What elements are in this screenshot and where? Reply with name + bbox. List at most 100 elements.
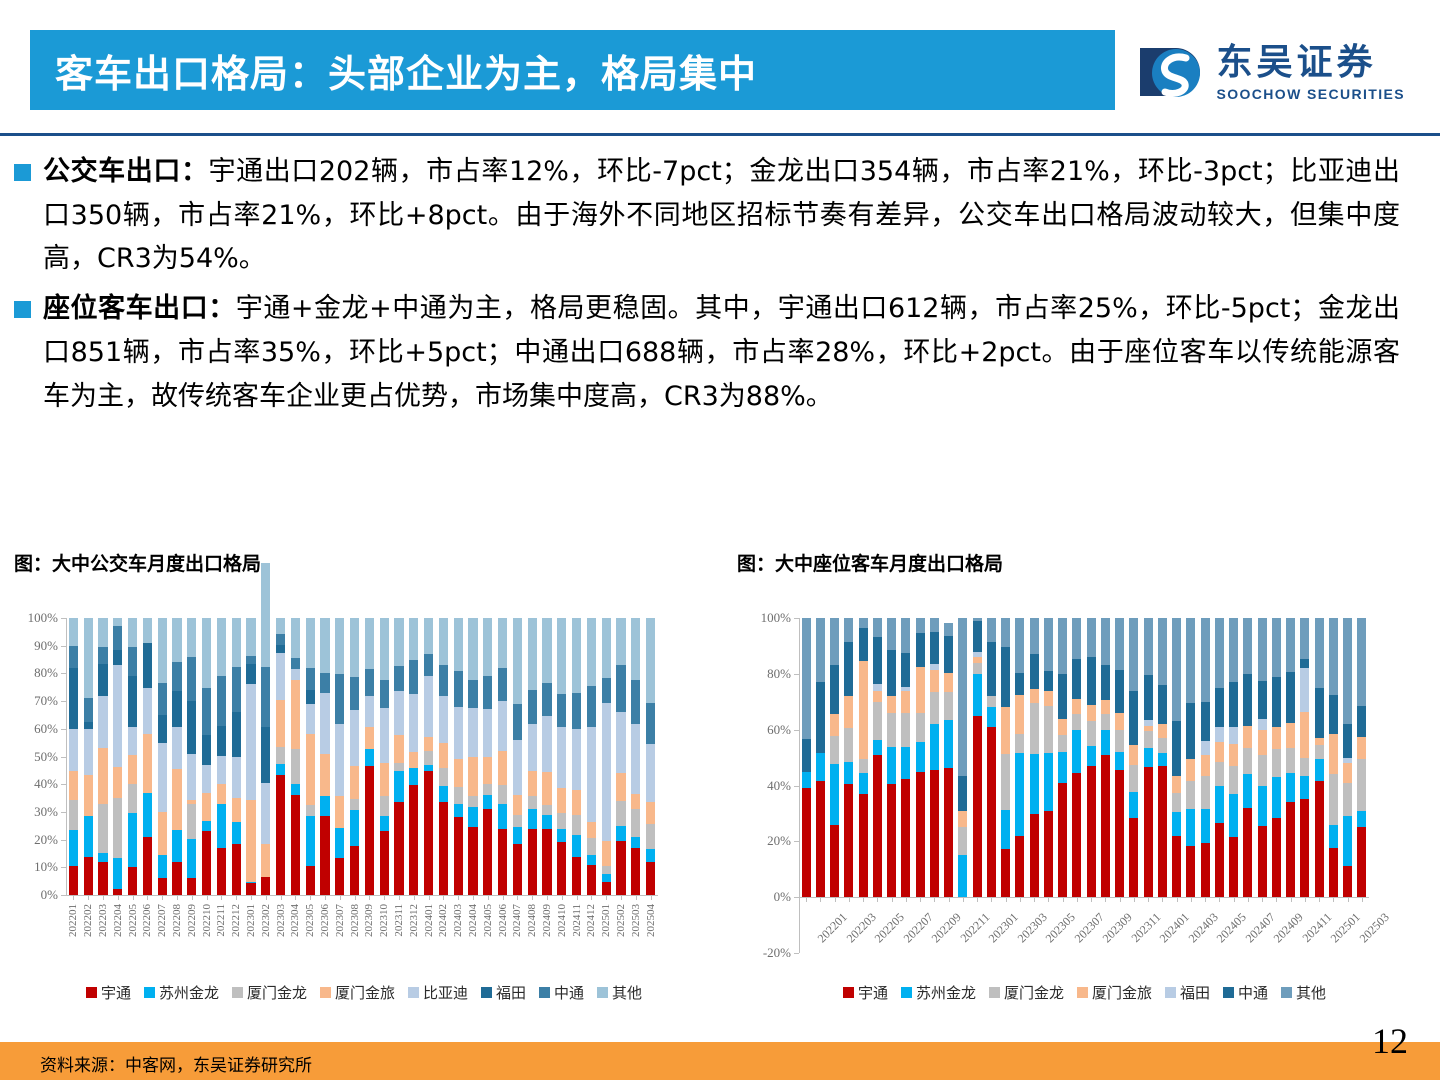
bar-column[interactable] xyxy=(1172,618,1182,898)
bar-column[interactable] xyxy=(438,618,448,895)
bar-column[interactable] xyxy=(290,618,300,895)
legend-item[interactable]: 比亚迪 xyxy=(408,982,468,1003)
legend-item[interactable]: 福田 xyxy=(481,982,526,1003)
bar-column[interactable] xyxy=(527,618,537,895)
bar-column[interactable] xyxy=(1314,618,1324,898)
bar-column[interactable] xyxy=(872,618,882,898)
bar-column[interactable] xyxy=(128,618,138,895)
bar-column[interactable] xyxy=(142,618,152,895)
legend-item[interactable]: 其他 xyxy=(1281,982,1326,1003)
legend-item[interactable]: 苏州金龙 xyxy=(143,982,219,1003)
bar-column[interactable] xyxy=(986,618,996,898)
bar-column[interactable] xyxy=(1243,618,1253,898)
bar-column[interactable] xyxy=(1015,618,1025,898)
legend-item[interactable]: 中通 xyxy=(1223,982,1268,1003)
bar-column[interactable] xyxy=(1257,618,1267,898)
bar-column[interactable] xyxy=(646,618,656,895)
bar-column[interactable] xyxy=(216,618,226,895)
bar-column[interactable] xyxy=(616,618,626,895)
bar-column[interactable] xyxy=(601,618,611,895)
bar-column[interactable] xyxy=(915,618,925,898)
bar-column[interactable] xyxy=(557,618,567,895)
bar-column[interactable] xyxy=(901,618,911,898)
bar-segment xyxy=(290,783,300,796)
legend-item[interactable]: 厦门金龙 xyxy=(231,982,307,1003)
bar-column[interactable] xyxy=(1286,618,1296,898)
legend-item[interactable]: 其他 xyxy=(597,982,642,1003)
bar-column[interactable] xyxy=(320,618,330,895)
bar-column[interactable] xyxy=(1143,618,1153,898)
bar-column[interactable] xyxy=(1229,618,1239,898)
bar-column[interactable] xyxy=(409,618,419,895)
x-axis-tick xyxy=(413,895,415,900)
bar-column[interactable] xyxy=(498,618,508,895)
legend-item[interactable]: 苏州金龙 xyxy=(900,982,976,1003)
bar-column[interactable] xyxy=(1271,618,1281,898)
bar-column[interactable] xyxy=(364,618,374,895)
legend-item[interactable]: 中通 xyxy=(539,982,584,1003)
bar-column[interactable] xyxy=(1357,618,1367,898)
bar-column[interactable] xyxy=(1029,618,1039,898)
bar-column[interactable] xyxy=(172,618,182,895)
bar-column[interactable] xyxy=(1115,618,1125,898)
bar-column[interactable] xyxy=(1100,618,1110,898)
legend-item[interactable]: 宇通 xyxy=(842,982,888,1003)
bar-column[interactable] xyxy=(1157,618,1167,898)
bar-column[interactable] xyxy=(1043,618,1053,898)
bar-column[interactable] xyxy=(631,618,641,895)
bar-column[interactable] xyxy=(887,618,897,898)
bar-segment xyxy=(364,765,374,895)
bar-column[interactable] xyxy=(858,618,868,898)
bar-column[interactable] xyxy=(815,618,825,898)
bar-column[interactable] xyxy=(379,618,389,895)
legend-item[interactable]: 宇通 xyxy=(85,982,131,1003)
bar-column[interactable] xyxy=(1200,618,1210,898)
bar-column[interactable] xyxy=(1072,618,1082,898)
bar-column[interactable] xyxy=(98,618,108,895)
bar-column[interactable] xyxy=(1186,618,1196,898)
bar-column[interactable] xyxy=(483,618,493,895)
bar-column[interactable] xyxy=(944,622,954,898)
bar-column[interactable] xyxy=(958,618,968,898)
bar-column[interactable] xyxy=(1129,618,1139,898)
bar-column[interactable] xyxy=(261,562,271,895)
bar-column[interactable] xyxy=(972,618,982,898)
bar-column[interactable] xyxy=(276,618,286,895)
bar-column[interactable] xyxy=(586,618,596,895)
bar-column[interactable] xyxy=(335,618,345,895)
legend-item[interactable]: 厦门金旅 xyxy=(319,982,395,1003)
bar-column[interactable] xyxy=(844,618,854,898)
bar-column[interactable] xyxy=(231,618,241,895)
legend-item[interactable]: 厦门金龙 xyxy=(988,982,1064,1003)
bar-column[interactable] xyxy=(394,618,404,895)
x-axis-tick xyxy=(1176,897,1178,903)
bar-column[interactable] xyxy=(1058,618,1068,898)
bar-column[interactable] xyxy=(187,618,197,895)
bar-column[interactable] xyxy=(572,618,582,895)
bar-column[interactable] xyxy=(305,617,315,895)
bar-column[interactable] xyxy=(1343,618,1353,898)
bar-column[interactable] xyxy=(1300,618,1310,898)
bar-column[interactable] xyxy=(1214,618,1224,898)
bar-column[interactable] xyxy=(1001,618,1011,898)
bar-column[interactable] xyxy=(157,618,167,895)
bar-segment xyxy=(276,763,286,775)
bar-column[interactable] xyxy=(350,618,360,895)
bar-column[interactable] xyxy=(424,618,434,895)
bar-column[interactable] xyxy=(830,618,840,898)
bar-column[interactable] xyxy=(68,618,78,895)
bar-column[interactable] xyxy=(1328,618,1338,898)
bar-column[interactable] xyxy=(453,618,463,895)
legend-item[interactable]: 福田 xyxy=(1165,982,1210,1003)
bar-column[interactable] xyxy=(202,618,212,895)
bar-column[interactable] xyxy=(1086,618,1096,898)
bar-column[interactable] xyxy=(113,618,123,895)
bar-column[interactable] xyxy=(801,618,811,898)
bar-column[interactable] xyxy=(468,618,478,895)
bar-column[interactable] xyxy=(542,618,552,895)
legend-item[interactable]: 厦门金旅 xyxy=(1076,982,1152,1003)
bar-column[interactable] xyxy=(83,618,93,895)
bar-column[interactable] xyxy=(246,618,256,895)
bar-column[interactable] xyxy=(929,618,939,898)
bar-column[interactable] xyxy=(512,618,522,895)
